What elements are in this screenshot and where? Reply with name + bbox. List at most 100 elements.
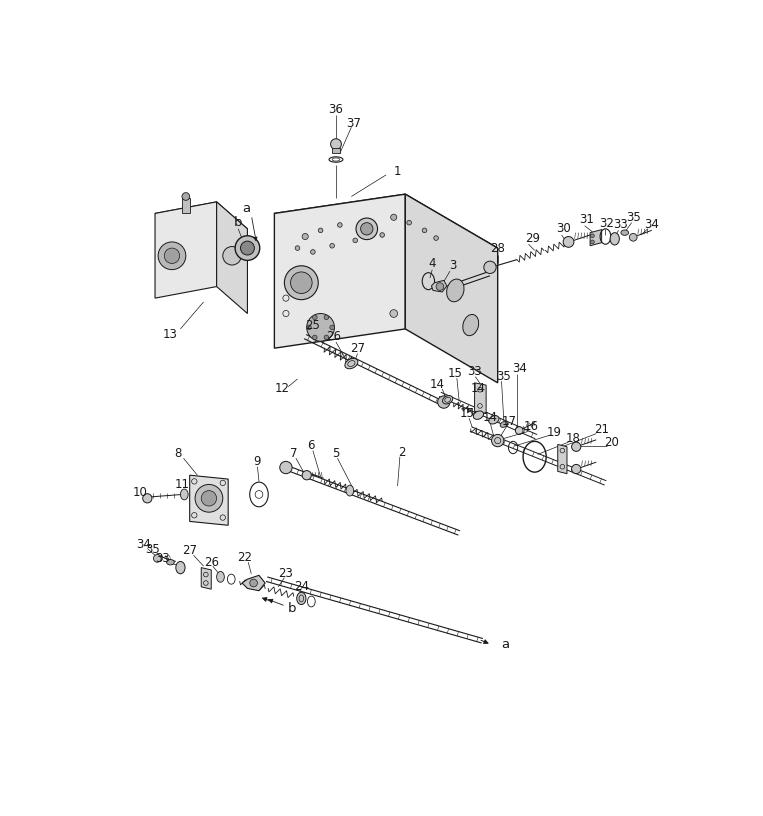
- Circle shape: [484, 261, 496, 273]
- Circle shape: [291, 272, 312, 294]
- Circle shape: [356, 218, 378, 240]
- Text: a: a: [501, 638, 509, 651]
- Circle shape: [330, 243, 334, 248]
- Polygon shape: [190, 475, 228, 526]
- Ellipse shape: [346, 486, 354, 496]
- Circle shape: [571, 442, 581, 451]
- Text: 14: 14: [471, 383, 486, 396]
- Text: 34: 34: [644, 219, 659, 232]
- Text: 27: 27: [182, 544, 197, 557]
- Text: 2: 2: [398, 446, 405, 459]
- Circle shape: [438, 396, 450, 408]
- Ellipse shape: [297, 592, 306, 605]
- Ellipse shape: [446, 279, 464, 302]
- Circle shape: [182, 193, 190, 201]
- Circle shape: [307, 313, 334, 341]
- Circle shape: [318, 228, 323, 233]
- Circle shape: [337, 223, 342, 228]
- Text: 5: 5: [333, 447, 340, 460]
- Circle shape: [324, 335, 329, 339]
- Text: 36: 36: [329, 103, 343, 116]
- Polygon shape: [242, 575, 266, 591]
- Ellipse shape: [501, 421, 507, 428]
- Circle shape: [307, 325, 311, 330]
- Polygon shape: [275, 194, 497, 268]
- Ellipse shape: [463, 314, 478, 335]
- Text: 15: 15: [448, 367, 463, 380]
- Text: 21: 21: [594, 423, 609, 436]
- Text: 26: 26: [204, 556, 219, 569]
- Polygon shape: [201, 568, 211, 589]
- Circle shape: [164, 248, 179, 264]
- Circle shape: [313, 315, 317, 320]
- Text: a: a: [242, 202, 250, 215]
- Text: 33: 33: [613, 219, 628, 232]
- Circle shape: [302, 233, 308, 240]
- Text: 10: 10: [132, 486, 147, 499]
- Text: 1: 1: [394, 165, 401, 178]
- Ellipse shape: [621, 230, 629, 235]
- Polygon shape: [590, 229, 602, 246]
- Circle shape: [571, 464, 581, 473]
- Text: 29: 29: [525, 232, 540, 245]
- Text: 35: 35: [497, 370, 511, 384]
- Ellipse shape: [217, 571, 224, 583]
- Circle shape: [391, 214, 397, 220]
- Circle shape: [407, 220, 411, 225]
- Ellipse shape: [489, 415, 499, 424]
- Polygon shape: [275, 194, 405, 348]
- Circle shape: [143, 494, 152, 503]
- Text: 22: 22: [237, 551, 253, 564]
- Polygon shape: [475, 383, 486, 414]
- Text: 8: 8: [175, 447, 182, 460]
- Circle shape: [302, 471, 311, 480]
- Text: 16: 16: [523, 420, 538, 433]
- Text: 34: 34: [512, 362, 526, 375]
- Circle shape: [591, 240, 594, 244]
- Polygon shape: [405, 194, 497, 383]
- Text: 33: 33: [467, 365, 482, 378]
- Circle shape: [434, 236, 439, 241]
- Text: b: b: [288, 602, 297, 615]
- Ellipse shape: [175, 561, 185, 574]
- Text: 28: 28: [491, 242, 505, 255]
- Circle shape: [201, 490, 217, 506]
- Circle shape: [313, 335, 317, 339]
- Circle shape: [295, 246, 300, 251]
- Text: 17: 17: [502, 415, 517, 428]
- Circle shape: [515, 427, 523, 434]
- Text: 24: 24: [294, 580, 309, 593]
- Text: 3: 3: [449, 259, 457, 273]
- Text: 26: 26: [326, 330, 341, 343]
- Ellipse shape: [473, 411, 484, 419]
- Text: 37: 37: [346, 117, 361, 130]
- Text: 14: 14: [430, 378, 445, 391]
- Circle shape: [629, 233, 637, 242]
- Text: 33: 33: [156, 552, 170, 565]
- Ellipse shape: [345, 358, 358, 369]
- Text: 9: 9: [253, 455, 261, 468]
- Text: 32: 32: [600, 217, 614, 230]
- Circle shape: [436, 282, 444, 290]
- Ellipse shape: [610, 233, 620, 245]
- Circle shape: [361, 223, 373, 235]
- Text: 27: 27: [350, 342, 365, 355]
- Text: 13: 13: [163, 328, 178, 341]
- Text: 7: 7: [290, 447, 298, 460]
- Circle shape: [195, 485, 223, 512]
- Polygon shape: [431, 281, 447, 292]
- Ellipse shape: [166, 560, 174, 565]
- Text: 19: 19: [546, 426, 562, 439]
- Bar: [332, 148, 340, 153]
- Circle shape: [422, 228, 427, 233]
- Circle shape: [390, 309, 398, 317]
- Text: 14: 14: [482, 411, 497, 424]
- Circle shape: [153, 555, 161, 562]
- Circle shape: [311, 250, 315, 255]
- Circle shape: [491, 434, 504, 446]
- Text: 34: 34: [136, 538, 151, 551]
- Circle shape: [235, 236, 259, 260]
- Circle shape: [250, 579, 257, 587]
- Ellipse shape: [180, 489, 188, 500]
- Circle shape: [223, 246, 241, 265]
